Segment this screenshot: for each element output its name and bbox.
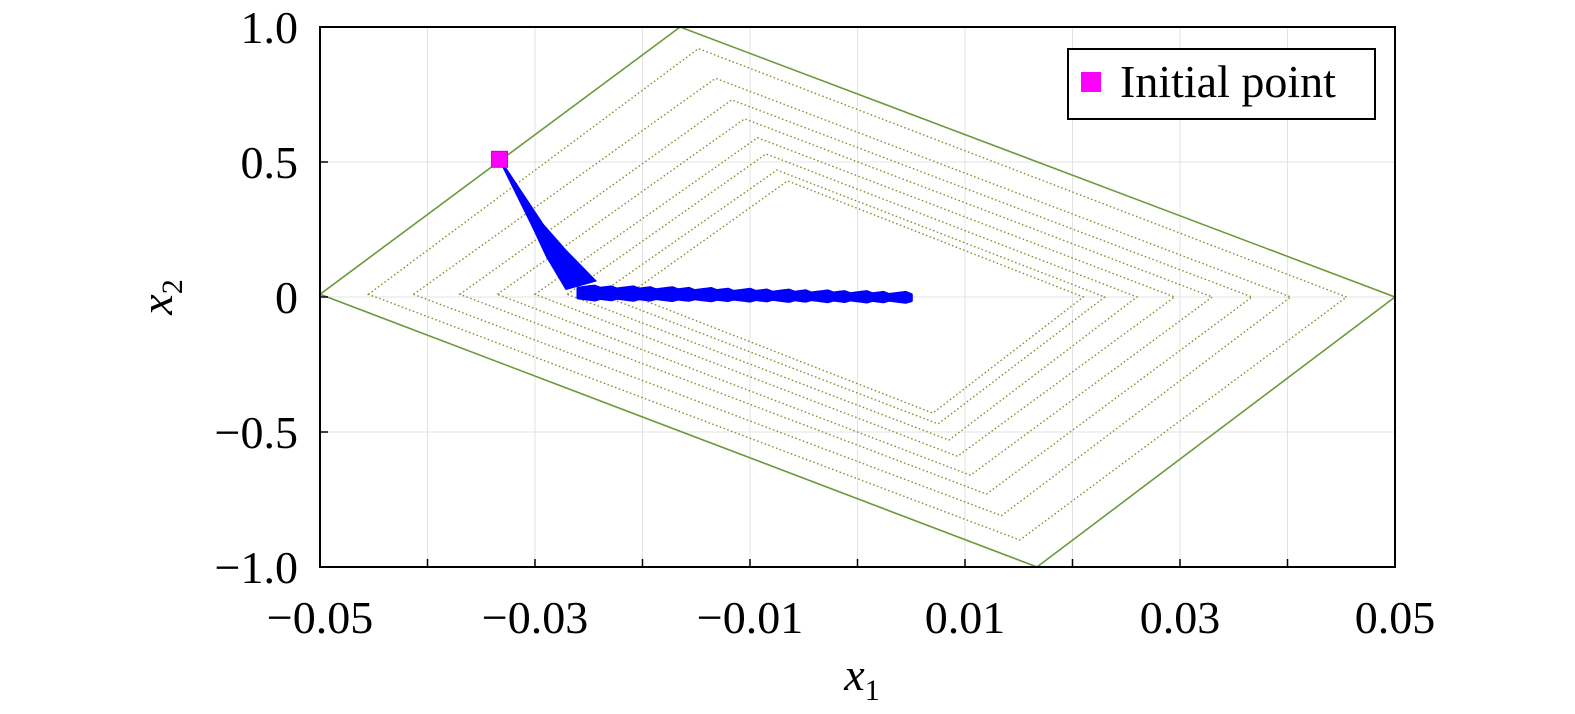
level-set-polygon-6 (598, 169, 1107, 425)
x-tick-label-1: −0.03 (482, 592, 588, 643)
legend-box (1067, 48, 1376, 120)
x-axis-label-sub: 1 (865, 674, 880, 707)
x-tick-label-4: 0.03 (1140, 592, 1221, 643)
level-set-polygon-7 (627, 180, 1085, 414)
trajectory-steady-band (576, 284, 913, 304)
y-tick-label-3: −0.5 (215, 407, 298, 458)
y-tick-layer: 1.0 0.5 0 −0.5 −1.0 (215, 2, 328, 593)
y-axis-label: x2 (131, 279, 189, 315)
initial-point-marker (491, 150, 509, 168)
x-tick-label-0: −0.05 (267, 592, 373, 643)
x-tick-layer: −0.05 −0.03 −0.01 0.01 0.03 0.05 (267, 559, 1435, 643)
level-set-polygon-4 (533, 136, 1177, 458)
level-set-polygon-2 (458, 99, 1254, 495)
x-axis-label: x1 (843, 649, 879, 707)
level-set-polygon-0 (366, 47, 1349, 541)
legend-marker-initial-point (1081, 72, 1101, 92)
legend-label-initial-point: Initial point (1120, 56, 1336, 107)
y-tick-label-2: 0 (275, 272, 298, 323)
y-axis-label-main: x (131, 294, 182, 316)
x-tick-label-2: −0.01 (697, 592, 803, 643)
x-axis-label-main: x (843, 649, 865, 700)
x-tick-label-5: 0.05 (1355, 592, 1436, 643)
trajectory-layer (491, 150, 913, 304)
trajectory-transient (498, 158, 598, 291)
level-set-polygon-3 (495, 118, 1214, 476)
y-tick-label-4: −1.0 (215, 542, 298, 593)
level-set-polygon-5 (565, 153, 1139, 441)
y-axis-label-sub: 2 (156, 279, 189, 294)
y-tick-label-0: 1.0 (241, 2, 299, 53)
x-tick-label-3: 0.01 (925, 592, 1006, 643)
legend: Initial point (1067, 48, 1376, 120)
y-tick-label-1: 0.5 (241, 137, 299, 188)
